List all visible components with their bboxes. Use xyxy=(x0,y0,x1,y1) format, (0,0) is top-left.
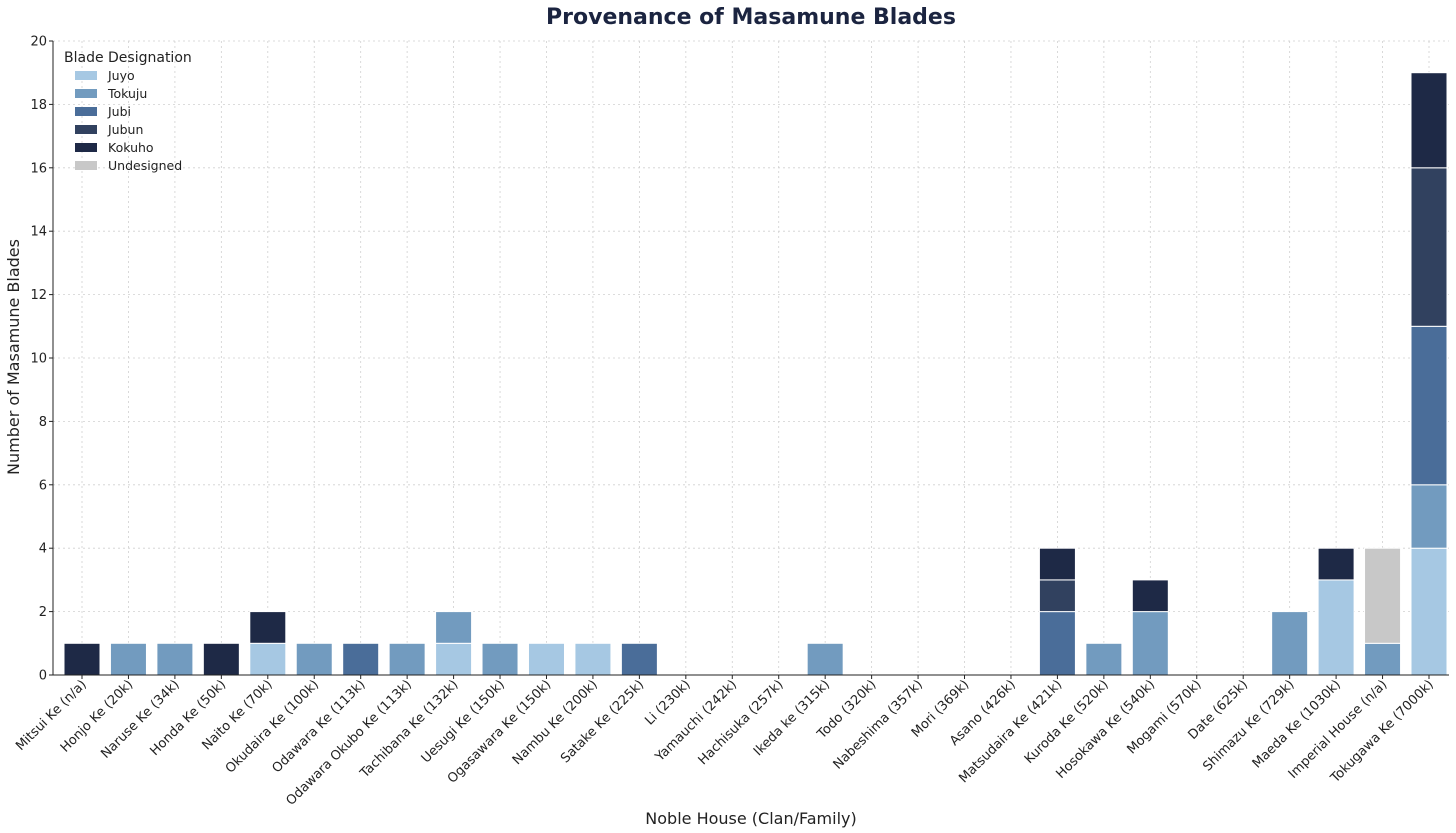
bar-segment-kokuho xyxy=(1317,547,1355,581)
bar-segment-tokuju xyxy=(1364,642,1402,676)
grid xyxy=(53,40,1449,675)
legend-swatch-kokuho xyxy=(75,143,97,152)
chart-title: Provenance of Masamune Blades xyxy=(546,5,956,30)
legend-label-jubi: Jubi xyxy=(107,104,131,119)
bar-segment-jubi xyxy=(620,642,658,676)
x-tick-label: Maeda Ke (1030k) xyxy=(1250,677,1344,771)
bar-segment-juyo xyxy=(435,642,473,676)
y-tick-label: 4 xyxy=(39,542,47,557)
y-tick-label: 10 xyxy=(30,352,47,367)
legend: Blade Designation Juyo Tokuju Jubi Jubun Kok… xyxy=(64,50,192,173)
y-tick-label: 12 xyxy=(30,288,47,303)
bar-segment-kokuho xyxy=(1131,579,1169,613)
bar-segment-tokuju xyxy=(806,642,844,676)
bar-segment-tokuju xyxy=(1085,642,1123,676)
bar-segment-kokuho xyxy=(1410,72,1448,169)
legend-swatch-juyo xyxy=(75,71,97,80)
bar-segment-juyo xyxy=(574,642,612,676)
bar-segment-kokuho xyxy=(202,642,240,676)
x-tick-label: Shimazu Ke (729k) xyxy=(1200,677,1297,774)
legend-label-undesigned: Undesigned xyxy=(108,158,182,173)
x-tick-label: Satake Ke (225k) xyxy=(558,677,647,766)
bar-segment-kokuho xyxy=(1038,547,1076,581)
x-tick-label: Nambu Ke (200k) xyxy=(510,677,601,768)
x-tick-label: Yamauchi (242k) xyxy=(652,677,740,765)
y-tick-label: 16 xyxy=(30,161,47,176)
legend-label-jubun: Jubun xyxy=(107,122,143,137)
y-tick-label: 8 xyxy=(39,415,47,430)
bar-segment-tokuju xyxy=(109,642,147,676)
bar-segment-tokuju xyxy=(388,642,426,676)
bar-segment-tokuju xyxy=(1131,611,1169,676)
x-tick-label: Hachisuka (257k) xyxy=(696,677,787,768)
legend-swatch-jubi xyxy=(75,107,97,116)
y-tick-label: 2 xyxy=(39,605,47,620)
bar-segment-juyo xyxy=(527,642,565,676)
bar-segment-tokuju xyxy=(1410,484,1448,549)
y-axis-label: Number of Masamune Blades xyxy=(4,239,23,475)
bar-segment-tokuju xyxy=(156,642,194,676)
bar-segment-juyo xyxy=(1410,547,1448,676)
bar-segment-tokuju xyxy=(435,611,473,644)
y-tick-label: 20 xyxy=(30,35,47,50)
x-ticks: Mitsui Ke (n/a)Honjo Ke (20k)Naruse Ke (… xyxy=(13,675,1437,809)
x-tick-label: Naruse Ke (34k) xyxy=(98,677,182,761)
bar-segment-undesigned xyxy=(1364,547,1402,644)
bar-segment-juyo xyxy=(249,642,287,676)
legend-swatch-jubun xyxy=(75,125,97,134)
y-ticks: 0 2 4 6 8 10 12 14 16 18 20 xyxy=(30,35,53,684)
legend-label-tokuju: Tokuju xyxy=(107,86,147,101)
y-tick-label: 14 xyxy=(30,225,47,240)
legend-title: Blade Designation xyxy=(64,50,192,66)
bars xyxy=(63,72,1448,676)
y-tick-label: 18 xyxy=(30,98,47,113)
x-tick-label: Uesugi Ke (150k) xyxy=(419,677,508,766)
bar-segment-jubun xyxy=(1038,579,1076,613)
bar-segment-jubun xyxy=(1410,167,1448,327)
legend-label-juyo: Juyo xyxy=(107,68,135,83)
bar-segment-juyo xyxy=(1317,579,1355,676)
x-tick-label: Kuroda Ke (520k) xyxy=(1022,677,1112,767)
bar-segment-kokuho xyxy=(249,611,287,644)
x-axis-label: Noble House (Clan/Family) xyxy=(645,809,856,828)
bar-segment-jubi xyxy=(1410,325,1448,486)
y-tick-label: 0 xyxy=(39,669,47,684)
bar-segment-tokuju xyxy=(295,642,333,676)
bar-segment-jubi xyxy=(1038,611,1076,676)
bar-segment-tokuju xyxy=(481,642,519,676)
legend-swatch-tokuju xyxy=(75,89,97,98)
bar-segment-tokuju xyxy=(1271,611,1309,676)
x-tick-label: Nabeshima (357k) xyxy=(831,677,926,772)
y-tick-label: 6 xyxy=(39,478,47,493)
legend-swatch-undesigned xyxy=(75,161,97,170)
bar-segment-kokuho xyxy=(63,642,101,676)
bar-segment-jubi xyxy=(342,642,380,676)
legend-label-kokuho: Kokuho xyxy=(108,140,154,155)
